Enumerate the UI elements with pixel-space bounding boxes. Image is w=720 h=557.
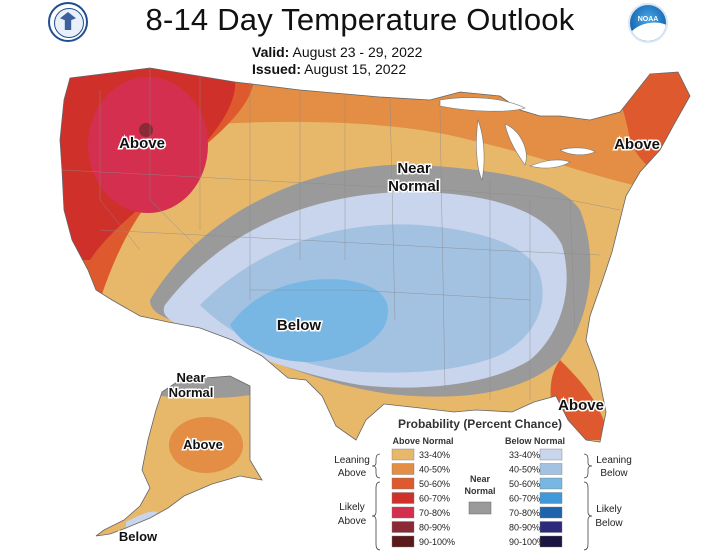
legend-below-swatch	[539, 535, 563, 548]
legend-near-label-line1: Near	[470, 474, 491, 484]
label-west-above: Above	[119, 135, 165, 152]
legend-above-range-label: 50-60%	[419, 479, 450, 489]
legend-leaning-below-line2: Below	[600, 468, 628, 479]
commerce-seal-logo	[48, 2, 88, 42]
legend-below-range-label: 60-70%	[509, 494, 540, 504]
map-title: 8-14 Day Temperature Outlook	[145, 2, 575, 37]
legend-above-header: Above Normal	[392, 436, 453, 446]
alaska-below-region	[126, 511, 158, 528]
below-50-60-region	[230, 279, 389, 362]
legend-near-label-line2: Normal	[464, 486, 495, 496]
issued-row: Issued: August 15, 2022	[252, 61, 422, 78]
legend-above-range-label: 70-80%	[419, 508, 450, 518]
legend-below-range-label: 70-80%	[509, 508, 540, 518]
valid-dates: August 23 - 29, 2022	[292, 44, 423, 60]
label-alaska-below: Below	[119, 529, 158, 544]
legend-above-swatch	[391, 492, 415, 504]
legend-above-range-label: 33-40%	[419, 450, 450, 460]
legend-leaning-above-line2: Above	[338, 468, 367, 479]
legend-leaning-below-line1: Leaning	[596, 455, 632, 466]
great-lakes	[439, 97, 596, 181]
legend-above-swatch	[391, 521, 415, 533]
legend-below-swatch	[539, 448, 563, 461]
label-alaska-above: Above	[183, 437, 223, 452]
legend-below-range-label: 90-100%	[509, 537, 545, 547]
legend-title: Probability (Percent Chance)	[398, 417, 562, 431]
date-block: Valid: August 23 - 29, 2022 Issued: Augu…	[252, 44, 422, 78]
legend-above-range-label: 90-100%	[419, 537, 455, 547]
legend-likely-above-line1: Likely	[339, 502, 365, 513]
legend-below-swatches: 33-40% 40-50% 50-60% 60-70% 70-80% 80-90% 90-1…	[509, 448, 563, 548]
legend-above-swatch	[391, 506, 415, 519]
conus-outline	[59, 67, 691, 443]
valid-row: Valid: August 23 - 29, 2022	[252, 44, 422, 61]
issued-date: August 15, 2022	[304, 61, 407, 77]
legend-below-swatch	[539, 492, 563, 504]
legend-likely-below-line2: Below	[595, 518, 623, 529]
noaa-logo-text: NOAA	[637, 16, 659, 23]
state-boundaries	[61, 68, 621, 400]
valid-label: Valid:	[252, 44, 290, 60]
legend-likely-below-line1: Likely	[596, 504, 622, 515]
label-near-normal-line2: Normal	[388, 178, 440, 195]
legend-above-range-label: 80-90%	[419, 523, 450, 533]
legend-below-swatch	[539, 506, 563, 519]
legend-likely-above-line2: Above	[338, 516, 367, 527]
legend-brace-likely-above	[371, 481, 381, 551]
alaska-outline	[95, 375, 263, 537]
above-50-60-northeast-region	[610, 68, 690, 210]
label-northeast-above: Above	[614, 136, 660, 153]
legend-above-swatch	[391, 448, 415, 461]
legend-below-range-label: 50-60%	[509, 479, 540, 489]
noaa-logo: NOAA	[628, 3, 668, 43]
above-70-80-west-region	[88, 77, 208, 213]
legend-above-swatch	[391, 477, 415, 490]
label-florida-above: Above	[558, 397, 604, 414]
legend-below-swatch	[539, 521, 563, 533]
label-south-below: Below	[277, 317, 322, 334]
legend-below-range-label: 80-90%	[509, 523, 540, 533]
legend-brace-leaning-below	[583, 453, 593, 479]
legend-brace-leaning-above	[371, 453, 381, 479]
legend-below-swatch	[539, 477, 563, 490]
legend-above-swatches: 33-40% 40-50% 50-60% 60-70% 70-80% 80-90% 90-1…	[391, 448, 455, 548]
legend-above-range-label: 60-70%	[419, 494, 450, 504]
alaska-above-40-50-region	[169, 417, 243, 473]
legend-below-swatch	[539, 463, 563, 475]
legend-near-swatch	[468, 501, 492, 515]
label-near-normal-line1: Near	[397, 160, 431, 177]
legend-below-range-label: 33-40%	[509, 450, 540, 460]
label-alaska-near-line2: Normal	[169, 385, 214, 400]
legend: Probability (Percent Chance) Above Norma…	[334, 417, 632, 551]
legend-brace-likely-below	[583, 481, 593, 551]
legend-above-swatch	[391, 463, 415, 475]
legend-below-header: Below Normal	[505, 436, 565, 446]
legend-below-range-label: 40-50%	[509, 465, 540, 475]
legend-leaning-above-line1: Leaning	[334, 455, 370, 466]
label-alaska-near-line1: Near	[177, 370, 206, 385]
legend-above-swatch	[391, 535, 415, 548]
issued-label: Issued:	[252, 61, 302, 77]
legend-above-range-label: 40-50%	[419, 465, 450, 475]
above-80-90-west-region	[139, 123, 153, 137]
